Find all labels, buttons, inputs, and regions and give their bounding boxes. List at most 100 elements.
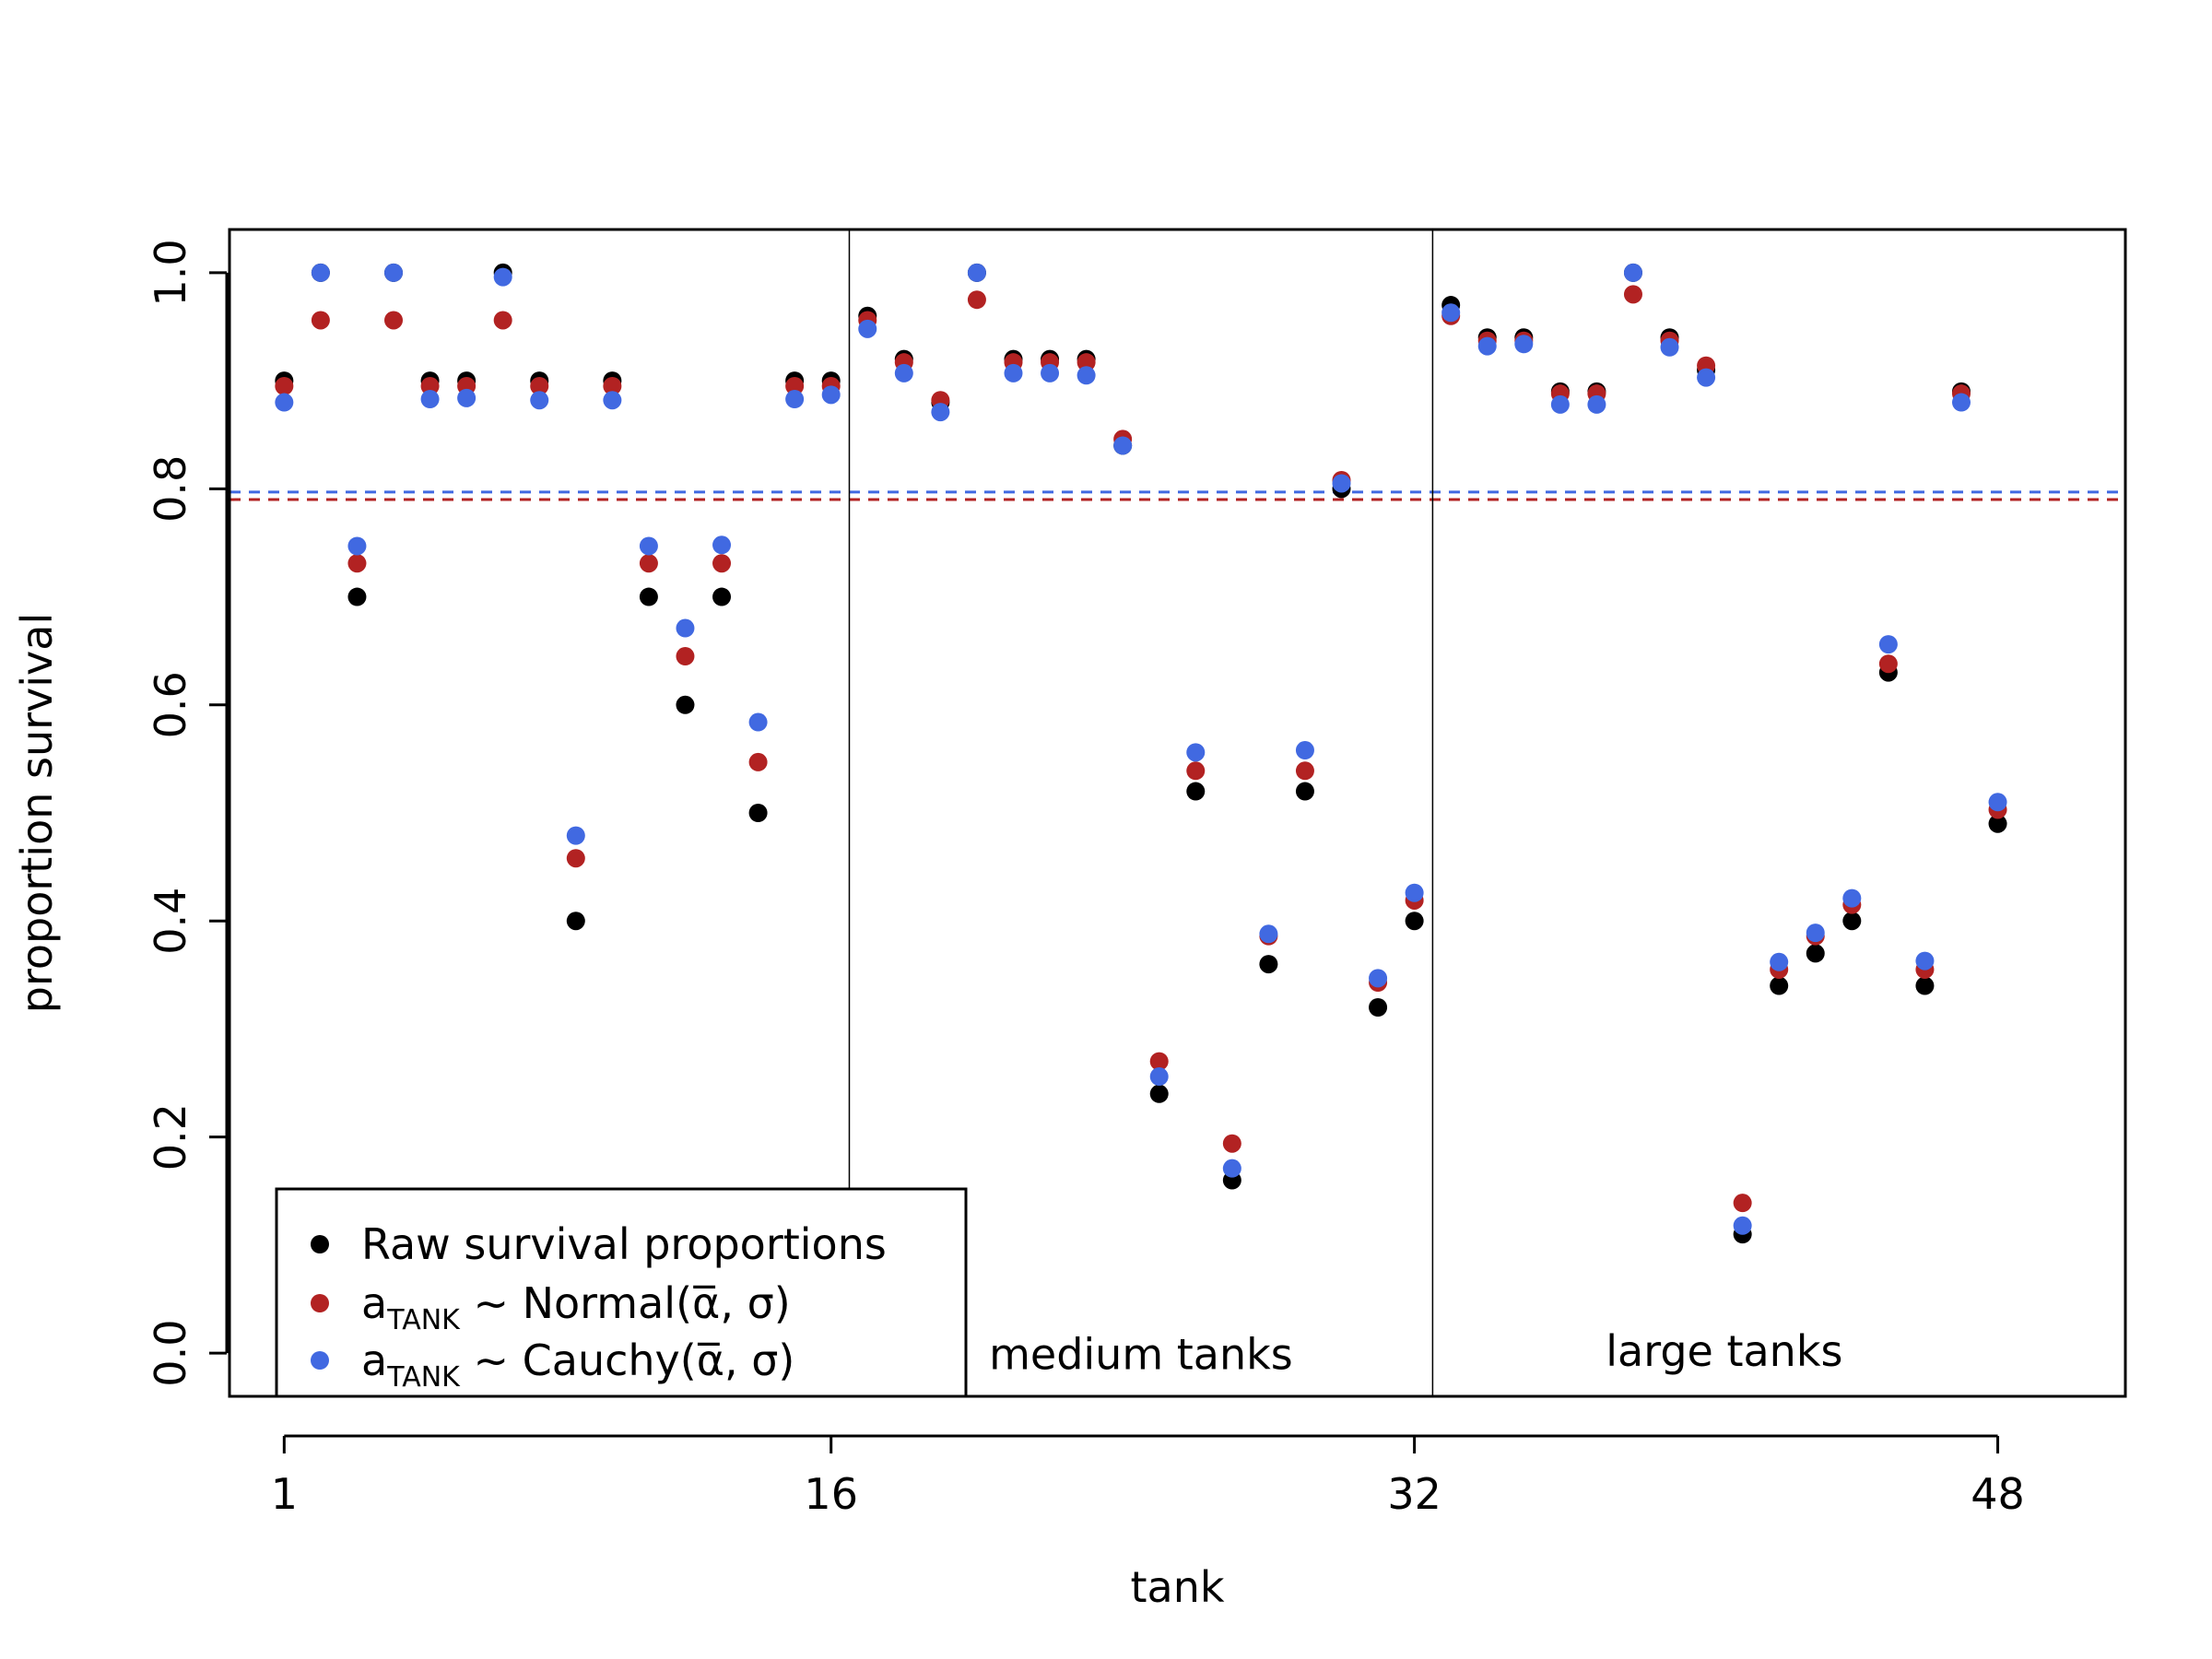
point-cauchy-tank-8 — [530, 391, 549, 410]
point-raw-tank-28 — [1259, 955, 1278, 974]
point-cauchy-tank-13 — [712, 535, 732, 555]
point-normal-tank-20 — [967, 290, 986, 310]
point-cauchy-tank-24 — [1113, 436, 1133, 455]
y-tick-label: 0.6 — [146, 671, 195, 738]
y-tick-label: 0.4 — [146, 888, 195, 955]
point-cauchy-tank-4 — [384, 263, 404, 282]
point-cauchy-tank-17 — [858, 319, 877, 338]
point-cauchy-tank-21 — [1004, 363, 1023, 382]
point-raw-tank-42 — [1770, 976, 1789, 995]
point-cauchy-tank-35 — [1514, 335, 1534, 354]
point-raw-tank-26 — [1186, 782, 1206, 801]
point-normal-tank-29 — [1295, 761, 1314, 781]
region-labels: medium tanks large tanks — [989, 1326, 1842, 1380]
point-raw-tank-32 — [1405, 912, 1424, 931]
point-cauchy-tank-16 — [821, 385, 841, 405]
point-normal-tank-3 — [347, 554, 367, 573]
legend-entry-cauchy: aTANK ~ Cauchy(α̅, σ) — [361, 1335, 794, 1394]
point-raw-tank-14 — [748, 804, 768, 822]
point-normal-tank-1 — [275, 376, 294, 395]
point-cauchy-tank-44 — [1842, 888, 1862, 908]
x-axis: 1 16 32 48 — [271, 1434, 2025, 1519]
x-tick-label: 48 — [1971, 1469, 2025, 1519]
point-cauchy-tank-26 — [1186, 743, 1206, 762]
x-tick-label: 16 — [804, 1469, 858, 1519]
point-normal-tank-5 — [420, 376, 440, 395]
point-cauchy-tank-39 — [1660, 337, 1679, 357]
point-cauchy-tank-10 — [603, 391, 622, 410]
point-raw-tank-44 — [1842, 912, 1862, 931]
point-raw-tank-48 — [1988, 814, 2007, 833]
legend-marker-cauchy — [311, 1351, 329, 1370]
point-normal-tank-15 — [785, 376, 805, 395]
point-cauchy-tank-2 — [311, 263, 330, 282]
legend-cauchy-sub: TANK — [386, 1361, 461, 1394]
point-raw-tank-31 — [1369, 998, 1388, 1017]
point-cauchy-tank-5 — [420, 390, 440, 409]
y-axis: 0.0 0.2 0.4 0.6 0.8 1.0 — [146, 239, 229, 1387]
reference-lines — [229, 490, 2125, 501]
point-normal-tank-2 — [311, 311, 330, 330]
point-cauchy-tank-42 — [1770, 952, 1789, 971]
point-cauchy-tank-41 — [1733, 1216, 1752, 1235]
point-normal-tank-14 — [748, 752, 768, 771]
point-cauchy-tank-20 — [967, 263, 986, 282]
point-cauchy-tank-25 — [1149, 1067, 1169, 1087]
plot-frame — [228, 228, 2127, 1398]
point-normal-tank-8 — [530, 376, 549, 395]
point-cauchy-tank-18 — [894, 363, 913, 382]
point-cauchy-tank-48 — [1988, 793, 2007, 812]
legend: Raw survival proportions aTANK ~ Normal(… — [275, 1187, 968, 1398]
y-tick-label: 0.8 — [146, 455, 195, 523]
y-tick-label: 0.2 — [146, 1103, 195, 1171]
point-cauchy-tank-7 — [493, 267, 512, 287]
point-raw-tank-11 — [639, 587, 658, 606]
point-cauchy-tank-11 — [639, 536, 658, 556]
point-normal-tank-26 — [1186, 761, 1206, 781]
point-cauchy-tank-15 — [785, 390, 805, 409]
point-cauchy-tank-31 — [1369, 969, 1388, 988]
point-cauchy-tank-29 — [1295, 741, 1314, 760]
point-cauchy-tank-22 — [1041, 363, 1060, 382]
point-normal-tank-25 — [1149, 1052, 1169, 1071]
point-cauchy-tank-37 — [1587, 394, 1606, 414]
legend-normal-sub: TANK — [386, 1304, 461, 1336]
y-tick-label: 1.0 — [146, 239, 195, 306]
point-raw-tank-3 — [347, 587, 367, 606]
legend-entry-raw: Raw survival proportions — [361, 1219, 887, 1269]
point-normal-tank-10 — [603, 376, 622, 395]
point-cauchy-tank-19 — [931, 403, 950, 422]
point-raw-tank-12 — [676, 695, 695, 714]
point-cauchy-tank-43 — [1806, 924, 1825, 943]
point-normal-tank-41 — [1733, 1194, 1752, 1213]
point-normal-tank-11 — [639, 554, 658, 573]
point-cauchy-tank-45 — [1878, 635, 1898, 654]
point-normal-tank-9 — [566, 849, 585, 868]
point-normal-tank-23 — [1077, 353, 1096, 372]
y-axis-label: proportion survival — [12, 613, 62, 1013]
x-axis-label: tank — [1130, 1562, 1224, 1612]
legend-entry-normal: aTANK ~ Normal(α̅, σ) — [361, 1278, 791, 1336]
point-cauchy-tank-30 — [1332, 474, 1351, 493]
point-normal-tank-4 — [384, 311, 404, 330]
point-normal-tank-27 — [1222, 1134, 1241, 1153]
legend-normal-prefix: a — [361, 1278, 387, 1328]
point-cauchy-tank-38 — [1623, 263, 1642, 282]
point-raw-tank-29 — [1295, 782, 1314, 801]
point-normal-tank-38 — [1623, 285, 1642, 304]
point-cauchy-tank-34 — [1477, 336, 1497, 356]
legend-cauchy-suffix: ~ Cauchy(α̅, σ) — [460, 1335, 795, 1385]
point-cauchy-tank-9 — [566, 826, 585, 845]
point-cauchy-tank-6 — [457, 388, 477, 407]
point-cauchy-tank-12 — [676, 618, 695, 638]
data-points — [275, 263, 2007, 1244]
legend-box — [275, 1187, 968, 1398]
point-cauchy-tank-36 — [1550, 394, 1570, 414]
region-label: medium tanks — [989, 1330, 1293, 1380]
legend-marker-normal — [311, 1294, 329, 1312]
legend-normal-suffix: ~ Normal(α̅, σ) — [460, 1278, 791, 1328]
point-raw-tank-13 — [712, 587, 732, 606]
point-cauchy-tank-3 — [347, 536, 367, 556]
point-cauchy-tank-1 — [275, 393, 294, 412]
